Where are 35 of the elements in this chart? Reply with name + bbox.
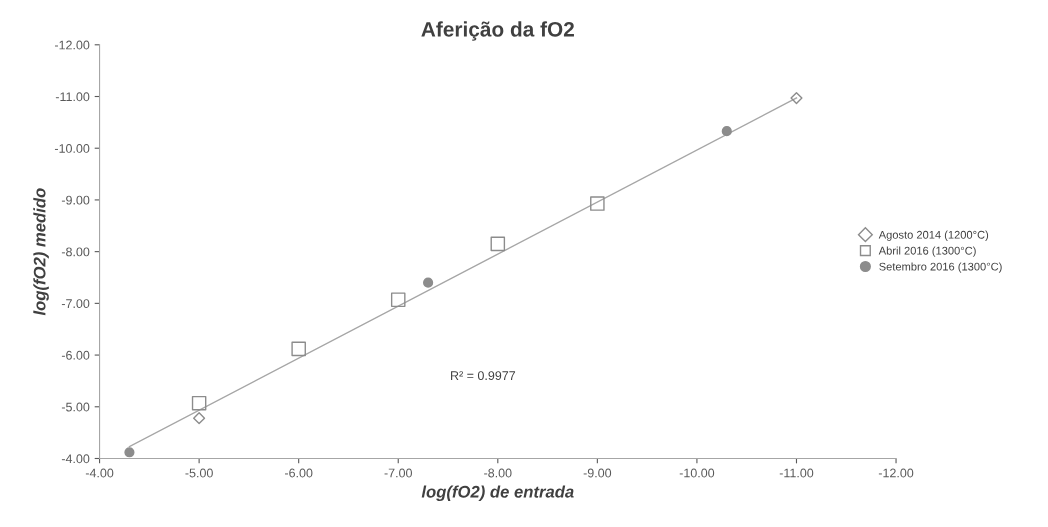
y-tick-label: -12.00	[54, 40, 90, 50]
y-tick-label: -5.00	[61, 402, 90, 412]
point	[291, 341, 306, 357]
x-axis-title: log(fO2) de entrada	[421, 485, 574, 501]
annotation: R² = 0.9977	[451, 371, 516, 381]
y-axis-title: log(fO2) medido	[33, 188, 49, 316]
point	[193, 412, 206, 425]
point	[423, 277, 434, 288]
chart-title: Aferição da fO2	[421, 21, 574, 41]
point	[191, 395, 207, 411]
y-tick-label: -8.00	[61, 247, 90, 257]
point	[390, 292, 406, 308]
legend-label: Abril 2016 (1300°C)	[878, 246, 976, 257]
x-tick-label: -10.00	[679, 468, 715, 478]
point	[590, 196, 605, 211]
y-tick-label: -9.00	[61, 195, 90, 205]
point	[721, 126, 732, 137]
x-tick-label: -11.00	[779, 468, 814, 478]
x-tick-label: -6.00	[284, 468, 313, 478]
x-tick-label: -12.00	[878, 468, 914, 478]
x-tick-label: -5.00	[185, 468, 213, 478]
x-tick-label: -8.00	[484, 468, 512, 478]
y-tick-label: -11.00	[55, 92, 90, 102]
y-tick-label: -6.00	[61, 350, 90, 360]
x-tick-label: -4.00	[85, 468, 114, 478]
y-tick-label: -4.00	[61, 454, 90, 464]
legend-label: Agosto 2014 (1200°C)	[878, 230, 989, 241]
point	[124, 447, 135, 458]
point	[790, 91, 803, 105]
x-tick-label: -7.00	[384, 468, 412, 478]
legend-label: Setembro 2016 (1300°C)	[879, 262, 1002, 273]
x-tick-label: -9.00	[583, 468, 612, 478]
y-tick-label: -7.00	[61, 299, 90, 309]
point	[490, 236, 506, 252]
y-tick-label: -10.00	[54, 144, 90, 153]
